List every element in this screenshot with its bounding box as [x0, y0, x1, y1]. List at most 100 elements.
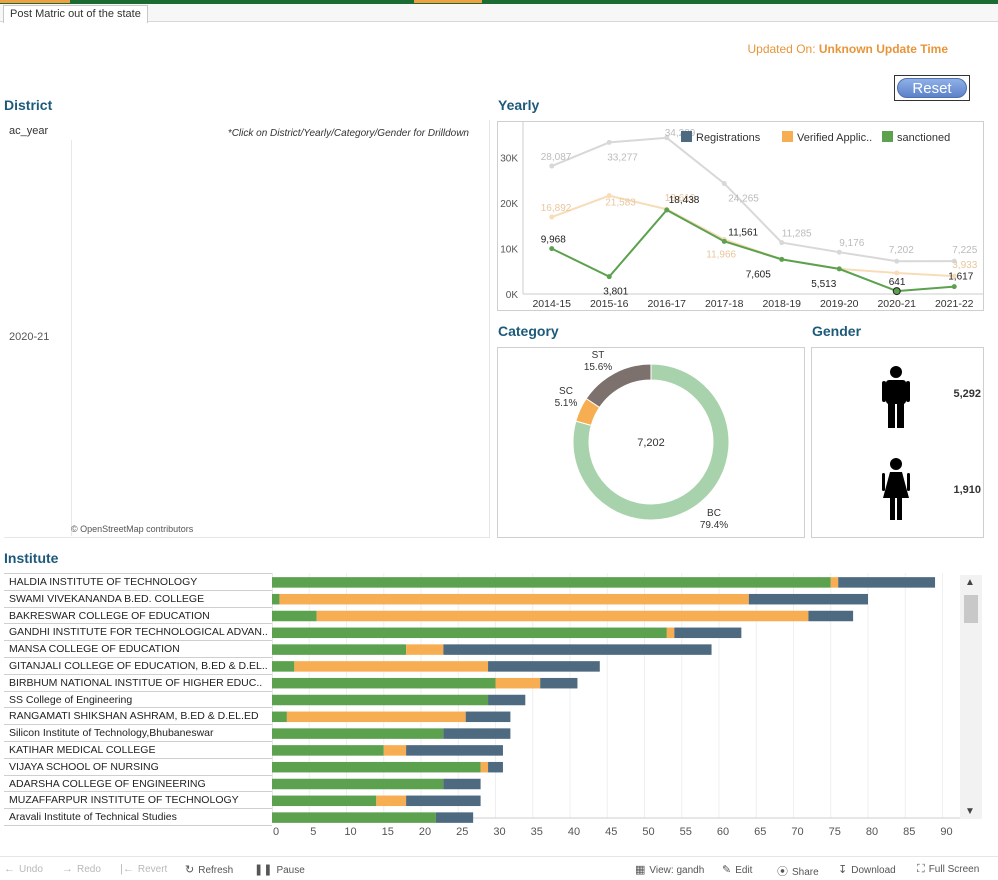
legend-swatch [681, 131, 692, 142]
legend-swatch [882, 131, 893, 142]
slice-name-label: SC [559, 386, 573, 397]
institute-title: Institute [4, 550, 59, 566]
yearly-title: Yearly [498, 97, 540, 113]
edit-label: Edit [735, 865, 753, 876]
x-tick-label: 30 [493, 826, 505, 838]
bar-segment [443, 728, 511, 739]
bar-segment [480, 761, 489, 773]
institute-row[interactable]: MUZAFFARPUR INSTITUTE OF TECHNOLOGY [4, 792, 272, 810]
slice-percent-label: 15.6% [584, 362, 612, 373]
bar-segment [316, 610, 809, 622]
gender-panel[interactable]: 5,292 1,910 [811, 347, 984, 538]
bar-segment [272, 795, 377, 807]
x-tick-label: 50 [642, 826, 654, 838]
yearly-line-chart[interactable]: 0K 10K 20K 30K 2014-15 2015-16 2016-17 2017-18 2… [498, 122, 983, 310]
bar-segment [443, 778, 481, 790]
updated-value: Unknown Update Time [818, 42, 948, 56]
category-title: Category [498, 323, 559, 339]
male-icon[interactable] [882, 366, 910, 428]
institute-row[interactable]: GITANJALI COLLEGE OF EDUCATION, B.ED & D… [4, 658, 272, 675]
institute-row[interactable]: GANDHI INSTITUTE FOR TECHNOLOGICAL ADVAN… [4, 624, 272, 642]
bar-segment [488, 694, 526, 706]
x-tick-label: 60 [717, 826, 729, 838]
slice-name-label: ST [592, 350, 605, 361]
institute-row[interactable]: RANGAMATI SHIKSHAN ASHRAM, B.ED & D.EL.E… [4, 708, 272, 726]
institute-row[interactable]: Silicon Institute of Technology,Bhubanes… [4, 725, 272, 742]
redo-icon: → [62, 863, 73, 875]
bar-segment [488, 761, 503, 773]
share-button[interactable]: ⦿ Share [777, 863, 819, 879]
data-label: 18,438 [669, 195, 700, 206]
fullscreen-icon: ⛶ [917, 863, 925, 875]
institute-chart[interactable]: HALDIA INSTITUTE OF TECHNOLOGY SWAMI VIVE… [4, 573, 986, 845]
x-tick-label: 2014-15 [532, 298, 571, 310]
female-icon[interactable] [882, 458, 910, 520]
institute-row[interactable]: BIRBHUM NATIONAL INSTITUE OF HIGHER EDUC… [4, 675, 272, 692]
category-chart[interactable]: 7,202 BC 79.4% SC 5.1% ST 15.6% [497, 347, 805, 538]
redo-button[interactable]: → Redo [62, 863, 101, 875]
data-point [721, 238, 727, 244]
institute-row[interactable]: HALDIA INSTITUTE OF TECHNOLOGY [4, 574, 272, 591]
data-label: 7,605 [746, 269, 771, 280]
female-count: 1,910 [953, 484, 981, 496]
y-tick-label: 10K [500, 244, 518, 255]
x-tick-label: 10 [344, 826, 356, 838]
view-label: View: gandh [649, 865, 705, 876]
data-point [549, 246, 555, 252]
institute-row[interactable]: MANSA COLLEGE OF EDUCATION [4, 641, 272, 658]
bar-segment [666, 627, 675, 639]
refresh-label: Refresh [198, 865, 234, 876]
reset-button[interactable]: Reset [894, 75, 970, 101]
osm-attribution[interactable]: © OpenStreetMap contributors [71, 524, 194, 534]
scroll-down-icon[interactable]: ▼ [965, 806, 975, 817]
bar-segment [443, 644, 712, 655]
institute-row[interactable]: ADARSHA COLLEGE OF ENGINEERING [4, 776, 272, 793]
institute-row[interactable]: SWAMI VIVEKANANDA B.ED. COLLEGE [4, 591, 272, 608]
fullscreen-label: Full Screen [928, 864, 980, 875]
data-point [606, 193, 612, 199]
x-tick-label: 15 [382, 826, 394, 838]
institute-row[interactable]: Aravali Institute of Technical Studies [4, 809, 272, 826]
institute-bar-chart[interactable]: 0 5 10 15 20 25 30 35 40 45 50 55 60 65 70 75 80 85 90 [272, 573, 962, 845]
institute-row[interactable]: KATIHAR MEDICAL COLLEGE [4, 742, 272, 759]
bar-segment [272, 593, 280, 605]
pause-button[interactable]: ❚❚ Pause [254, 863, 305, 876]
edit-button[interactable]: ✎ Edit [722, 863, 752, 876]
data-label: 24,265 [728, 193, 759, 204]
bar-segment [838, 577, 936, 588]
institute-scrollbar[interactable]: ▲ ▼ [960, 575, 982, 819]
divider [71, 140, 72, 536]
data-point [606, 139, 612, 145]
bar-segment [674, 627, 742, 639]
scroll-thumb[interactable] [964, 595, 978, 623]
data-point [664, 207, 670, 213]
fullscreen-button[interactable]: ⛶ Full Screen [917, 863, 979, 876]
revert-button[interactable]: |← Revert [120, 863, 167, 875]
institute-row[interactable]: VIJAYA SCHOOL OF NURSING [4, 759, 272, 776]
district-map-panel[interactable]: ac_year *Click on District/Yearly/Catego… [4, 120, 490, 538]
download-button[interactable]: ↧ Download [838, 863, 896, 876]
scroll-up-icon[interactable]: ▲ [965, 577, 975, 588]
data-label: 11,561 [728, 227, 758, 238]
institute-row[interactable]: BAKRESWAR COLLEGE OF EDUCATION [4, 608, 272, 625]
view-button[interactable]: ▦ View: gandh [635, 863, 704, 876]
redo-label: Redo [77, 864, 101, 875]
tab-post-matric[interactable]: Post Matric out of the state [3, 5, 148, 23]
data-label: 34,289 [665, 128, 696, 139]
yearly-chart[interactable]: 0K 10K 20K 30K 2014-15 2015-16 2016-17 2017-18 2… [497, 121, 984, 311]
data-label: 7,225 [952, 245, 977, 256]
bar-segment [272, 745, 384, 756]
ac-year-value[interactable]: 2020-21 [9, 331, 50, 343]
data-label: 9,176 [839, 238, 864, 249]
refresh-button[interactable]: ↻ Refresh [185, 863, 233, 876]
data-point [721, 180, 727, 186]
legend-label: Verified Applic.. [797, 132, 872, 144]
accent-mark [0, 0, 70, 3]
download-icon: ↧ [838, 864, 848, 876]
bar-segment [376, 795, 407, 807]
institute-row[interactable]: SS College of Engineering [4, 692, 272, 709]
bar-segment [495, 677, 541, 689]
data-point [894, 270, 900, 276]
undo-button[interactable]: ← Undo [4, 863, 43, 875]
